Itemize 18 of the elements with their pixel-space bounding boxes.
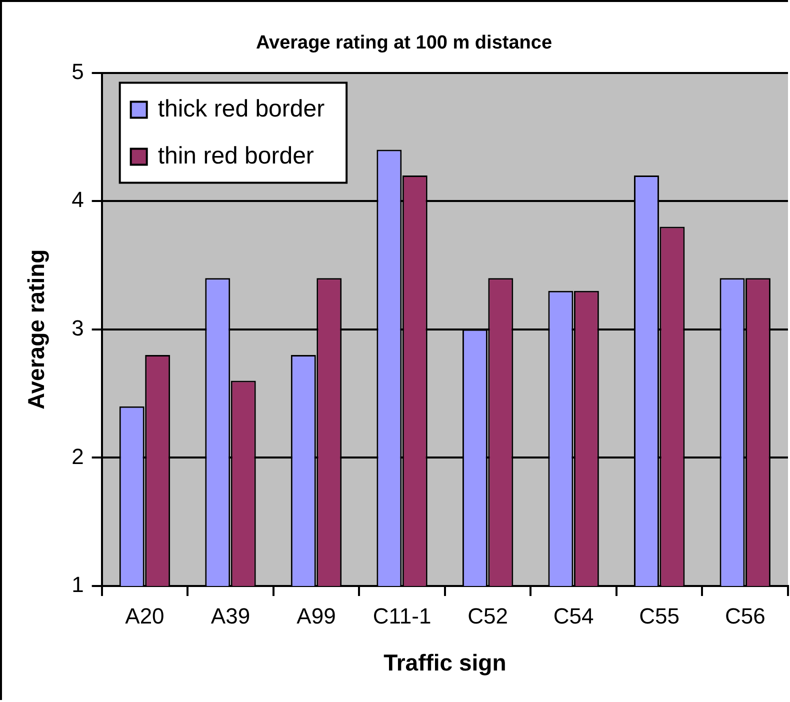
y-tick-label: 4 [72,187,84,212]
x-tick-label: C11-1 [372,603,432,628]
y-tick-label: 3 [72,315,84,340]
y-tick-label: 5 [72,58,84,84]
x-tick-label: C55 [639,603,680,628]
legend-label: thick red border [158,95,325,122]
legend-label: thin red border [158,142,314,170]
x-tick-label: C52 [468,603,508,628]
x-tick-label: C56 [724,603,766,628]
y-tick-label: 1 [72,572,84,598]
x-tick-label: A99 [296,603,336,628]
chart-title: Average rating at 100 m distance [256,32,552,54]
x-axis-title: Traffic sign [384,650,506,676]
x-tick-label: A39 [210,603,250,628]
x-tick-label: A20 [125,603,164,628]
y-axis-title: Average rating [23,249,50,410]
x-tick-label: C54 [553,603,594,628]
y-tick-label: 2 [72,444,84,469]
